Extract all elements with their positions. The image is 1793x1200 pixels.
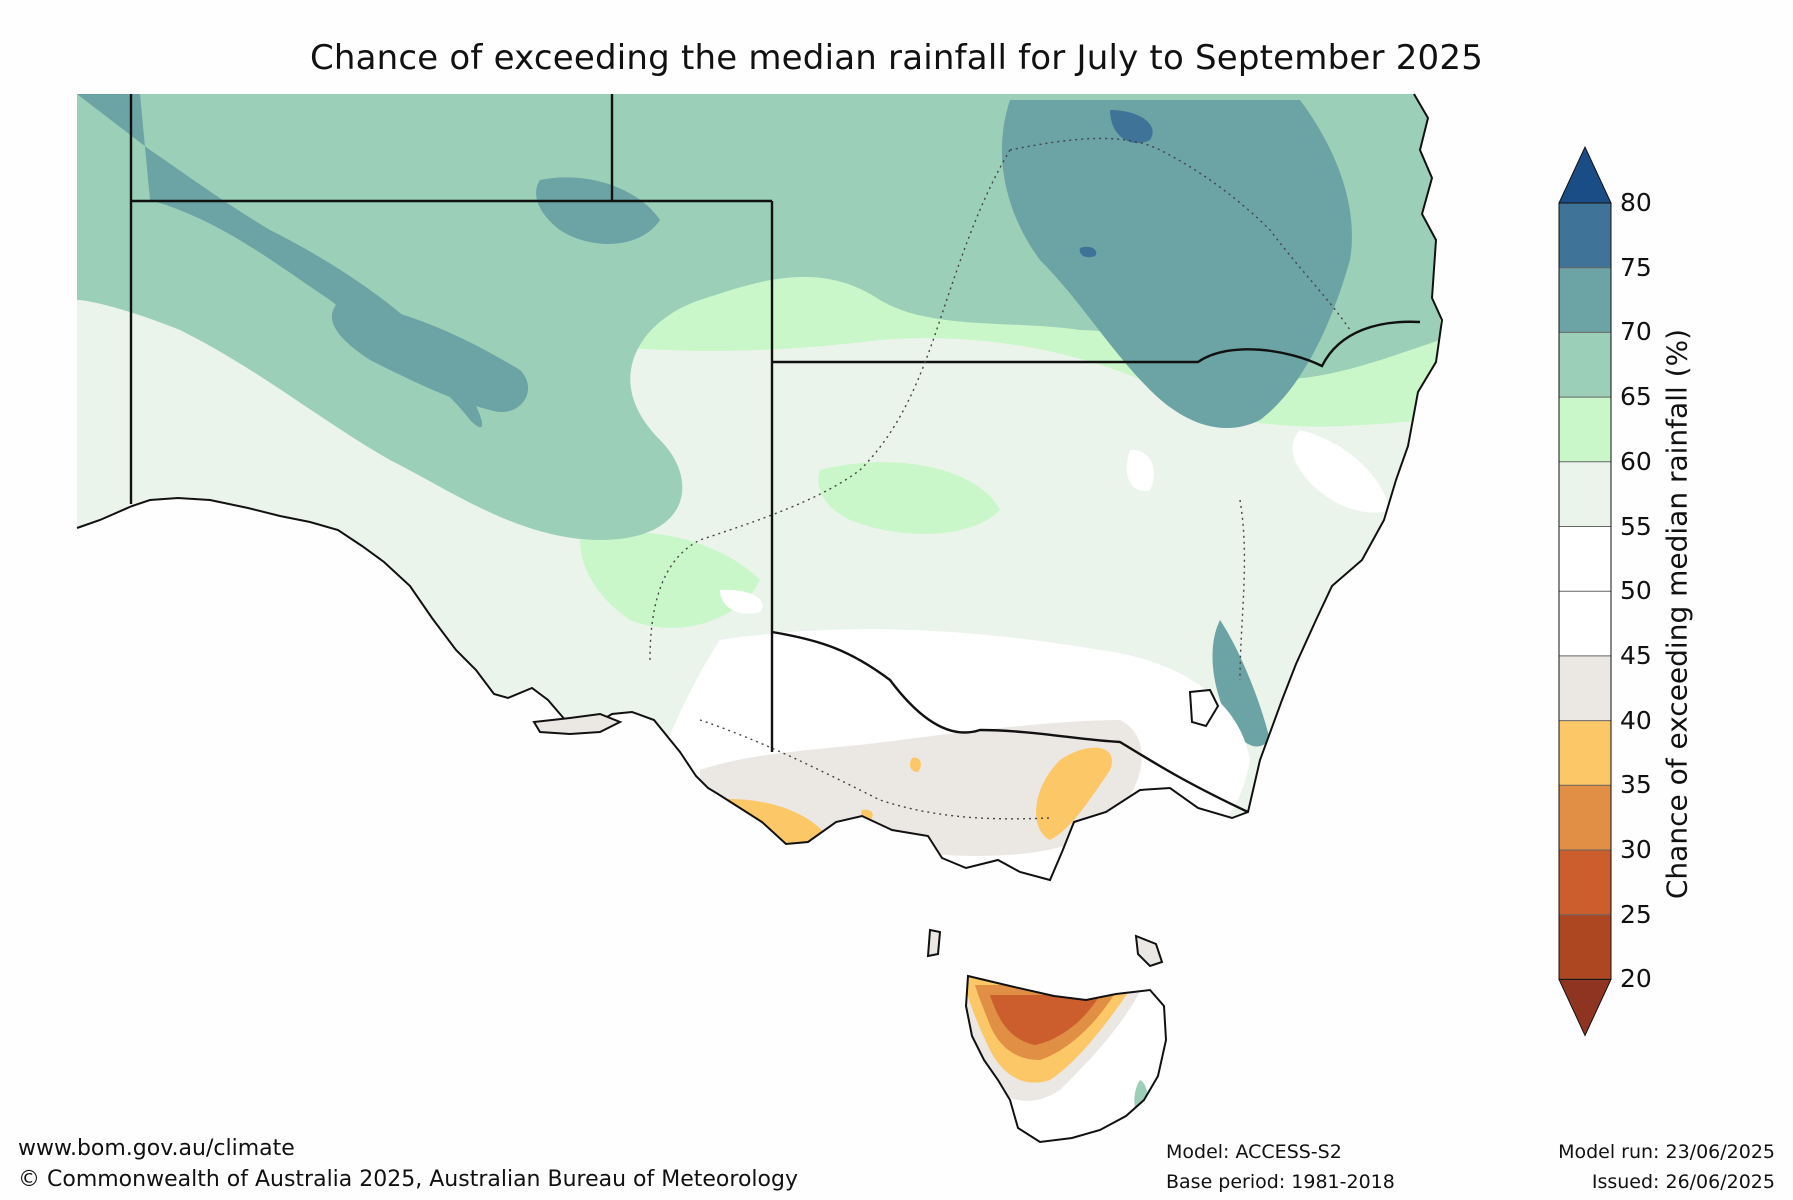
colorbar-tick-label: 65 xyxy=(1620,382,1652,412)
colorbar-band xyxy=(1559,850,1611,915)
model-run-text: Model run: 23/06/2025 xyxy=(1558,1141,1775,1163)
colorbar-label: Chance of exceeding median rainfall (%) xyxy=(1660,328,1694,900)
colorbar-band xyxy=(1559,332,1611,398)
colorbar-tick-label: 60 xyxy=(1620,446,1652,476)
base-period-text: Base period: 1981-2018 xyxy=(1166,1171,1395,1193)
colorbar xyxy=(1558,145,1612,1037)
colorbar-band xyxy=(1559,914,1611,980)
tasmania-probability-regions xyxy=(966,976,1166,1142)
colorbar-tick-label: 70 xyxy=(1620,317,1652,347)
colorbar-outline xyxy=(1558,202,1612,980)
colorbar-under-arrow xyxy=(1558,978,1612,1037)
colorbar-tick-label: 75 xyxy=(1620,252,1652,282)
coastlines xyxy=(76,93,1444,1144)
colorbar-tick-label: 50 xyxy=(1620,576,1652,606)
colorbar-tick-label: 45 xyxy=(1620,640,1652,670)
colorbar-tick-label: 30 xyxy=(1620,835,1652,864)
colorbar-band xyxy=(1559,461,1611,527)
map-title: Chance of exceeding the median rainfall … xyxy=(309,38,1484,78)
colorbar-band xyxy=(1559,720,1611,786)
copyright-text: © Commonwealth of Australia 2025, Austra… xyxy=(18,1167,798,1192)
colorbar-band xyxy=(1559,526,1611,592)
colorbar-band xyxy=(1559,655,1611,721)
colorbar-tick-label: 40 xyxy=(1620,705,1652,735)
colorbar-band xyxy=(1559,267,1611,333)
colorbar-tick-label: 35 xyxy=(1620,770,1652,800)
state-borders xyxy=(129,94,1421,814)
model-text: Model: ACCESS-S2 xyxy=(1166,1141,1342,1163)
colorbar-band xyxy=(1559,591,1611,656)
mainland-probability-regions xyxy=(77,94,1442,880)
colorbar-tick-label: 20 xyxy=(1620,964,1652,994)
colorbar-band xyxy=(1559,203,1611,268)
colorbar-tick-label: 25 xyxy=(1620,899,1652,929)
issued-text: Issued: 26/06/2025 xyxy=(1591,1171,1775,1193)
colorbar-over-arrow xyxy=(1558,145,1612,204)
regional-boundaries xyxy=(649,137,1351,820)
colorbar-band xyxy=(1559,785,1611,850)
colorbar-tick-label: 55 xyxy=(1620,511,1652,541)
website-link[interactable]: www.bom.gov.au/climate xyxy=(18,1136,295,1161)
colorbar-tick-label: 80 xyxy=(1620,188,1652,217)
colorbar-band xyxy=(1559,397,1611,462)
